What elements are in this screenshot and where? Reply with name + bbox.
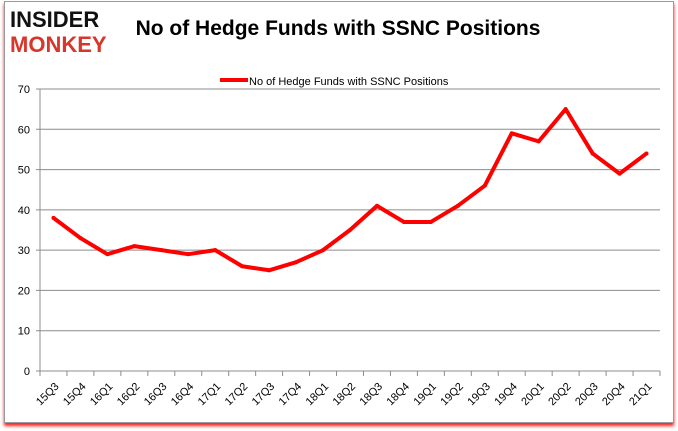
y-tick-label: 10: [18, 326, 30, 338]
data-point: [590, 151, 595, 156]
y-tick-label: 70: [18, 84, 30, 96]
x-tick-label: 19Q1: [411, 381, 439, 409]
x-tick-label: 16Q1: [88, 381, 116, 409]
x-tick-label: 15Q3: [34, 381, 62, 409]
y-tick-label: 40: [18, 205, 30, 217]
data-point: [78, 236, 83, 241]
x-tick-label: 17Q1: [196, 381, 224, 409]
data-point: [455, 203, 460, 208]
data-point: [105, 252, 110, 257]
data-point: [240, 264, 245, 269]
chart-title: No of Hedge Funds with SSNC Positions: [136, 17, 541, 40]
x-tick-label: 20Q2: [546, 381, 574, 409]
data-point: [509, 131, 514, 136]
data-point: [186, 252, 191, 257]
x-tick-label: 18Q1: [304, 381, 332, 409]
series-line: [52, 107, 648, 273]
data-point: [644, 151, 649, 156]
data-point: [159, 248, 164, 253]
x-tick-label: 19Q3: [465, 381, 493, 409]
x-tick-label: 21Q1: [627, 381, 655, 409]
data-point: [321, 248, 326, 253]
data-point: [617, 171, 622, 176]
legend: No of Hedge Funds with SSNC Positions: [220, 76, 449, 88]
y-tick-label: 60: [18, 124, 30, 136]
x-tick-label: 18Q4: [385, 381, 413, 409]
y-tick-label: 20: [18, 285, 30, 297]
x-tick-label: 18Q2: [331, 381, 359, 409]
x-tick-label: 16Q2: [115, 381, 143, 409]
x-tick-label: 15Q4: [61, 381, 89, 409]
data-point: [213, 248, 218, 253]
data-point: [294, 260, 299, 265]
data-point: [348, 228, 352, 232]
x-tick-label: 20Q3: [573, 381, 601, 409]
x-tick-label: 19Q4: [492, 381, 520, 409]
data-point: [401, 219, 406, 224]
data-point: [374, 203, 379, 208]
x-tick-label: 20Q1: [519, 381, 547, 409]
x-tick-label: 16Q3: [142, 381, 170, 409]
x-tick-label: 17Q4: [277, 381, 305, 409]
data-point: [482, 183, 487, 188]
chart-frame: [4, 1, 674, 423]
x-tick-label: 17Q3: [250, 381, 278, 409]
logo: INSIDER MONKEY: [10, 7, 107, 57]
y-tick-label: 30: [18, 245, 30, 257]
x-tick-label: 18Q3: [358, 381, 386, 409]
data-point: [536, 139, 541, 144]
x-tick-label: 19Q2: [438, 381, 466, 409]
logo-line1: INSIDER: [10, 7, 99, 32]
x-tick-label: 16Q4: [169, 381, 197, 409]
data-point: [51, 215, 56, 220]
y-tick-label: 0: [24, 366, 30, 378]
x-tick-label: 17Q2: [223, 381, 251, 409]
data-point: [428, 219, 433, 224]
data-point: [132, 244, 137, 249]
legend-label: No of Hedge Funds with SSNC Positions: [249, 76, 449, 88]
y-tick-label: 50: [18, 165, 30, 177]
x-tick-label: 20Q4: [600, 381, 628, 409]
data-point: [563, 107, 568, 112]
logo-line2: MONKEY: [10, 32, 107, 57]
data-point: [267, 268, 272, 273]
